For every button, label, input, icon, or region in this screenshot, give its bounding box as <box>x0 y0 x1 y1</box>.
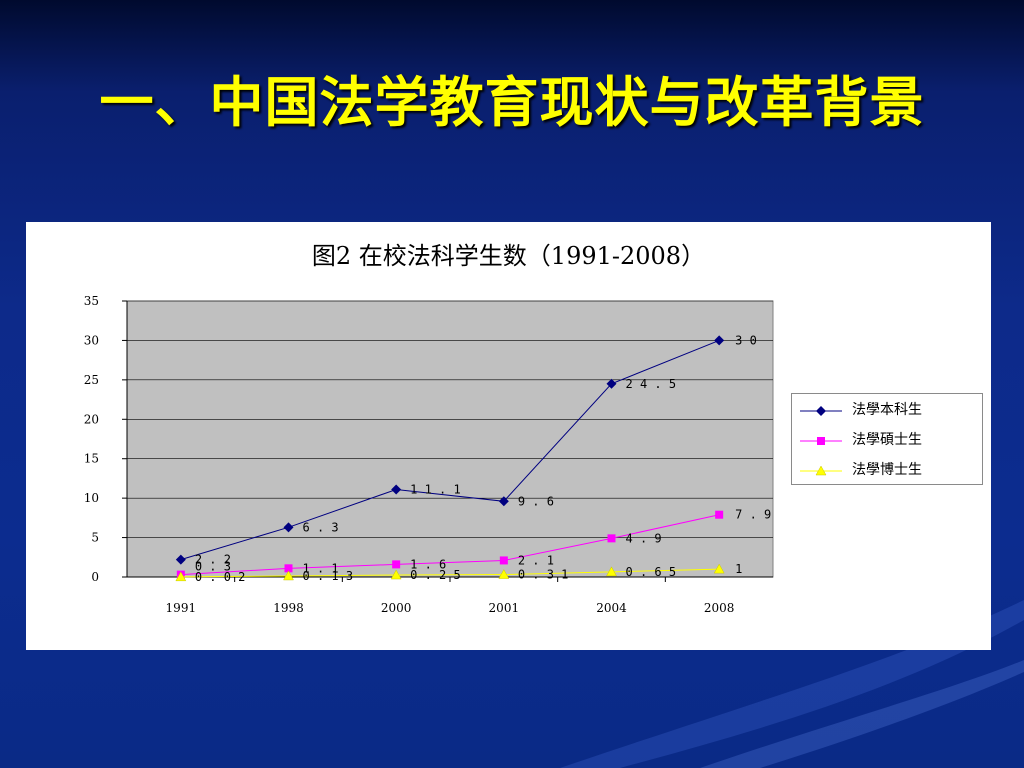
data-label: 4 . 9 <box>626 531 662 545</box>
plot-area <box>126 300 774 578</box>
data-label: 2 . 1 <box>518 553 554 567</box>
data-label: 7 . 9 <box>735 508 771 522</box>
data-point <box>606 566 617 577</box>
x-tick-label: 2004 <box>596 601 627 615</box>
data-label: 1 . 6 <box>410 557 446 571</box>
data-point <box>283 570 294 581</box>
data-label: 6 . 3 <box>303 520 339 534</box>
data-point <box>392 560 401 569</box>
line-chart: 0 5 10 15 20 25 30 35 1991 1998 2000 2001 2004 2008 2 … <box>84 294 774 615</box>
y-tick-label: 25 <box>84 373 99 387</box>
data-label: 2 . 2 <box>195 553 231 567</box>
data-label: 9 . 6 <box>518 494 554 508</box>
series-line-1 <box>180 514 720 576</box>
data-label: 1 <box>735 562 742 576</box>
x-tick-label: 2000 <box>381 601 412 615</box>
data-point <box>175 571 187 582</box>
data-point <box>714 335 725 346</box>
data-point <box>283 522 294 533</box>
x-tick-label: 1998 <box>273 601 304 615</box>
legend-item-undergrad: 法學本科生 <box>800 399 980 425</box>
x-tick-label: 2001 <box>489 601 520 615</box>
data-point <box>607 534 616 543</box>
chart-title: 图2 在校法科学生数（1991-2008） <box>311 242 706 270</box>
data-point <box>713 563 725 574</box>
series-line-2 <box>180 568 720 578</box>
data-point <box>390 569 402 580</box>
y-tick-label: 10 <box>84 491 99 505</box>
legend-label-undergrad: 法學本科生 <box>852 402 922 418</box>
legend-item-doctor: 法學博士生 <box>800 459 980 485</box>
data-point <box>391 484 402 495</box>
data-point <box>715 510 724 519</box>
data-label: 0 . 1 3 <box>303 569 354 583</box>
slide-title: 一、中国法学教育现状与改革背景 <box>99 71 925 134</box>
legend-marker-master <box>800 437 842 445</box>
data-label: 2 4 . 5 <box>626 377 677 391</box>
data-label: 0 . 6 5 <box>626 565 677 579</box>
data-label: 0 . 0 2 <box>195 570 246 584</box>
y-tick-label: 30 <box>84 333 99 347</box>
legend-item-master: 法學碩士生 <box>800 429 980 455</box>
legend-label-doctor: 法學博士生 <box>852 462 922 478</box>
chart-panel: 图2 在校法科学生数（1991-2008） 0 5 10 15 20 25 30 35 1991… <box>26 222 991 650</box>
y-tick-label: 5 <box>91 531 99 545</box>
data-label: 0 . 2 5 <box>410 568 461 582</box>
data-point <box>606 378 617 389</box>
legend-marker-undergrad <box>800 406 842 416</box>
y-tick-label: 0 <box>91 570 99 584</box>
legend-marker-doctor <box>800 465 842 476</box>
y-tick-label: 15 <box>84 452 99 466</box>
legend-label-master: 法學碩士生 <box>852 432 922 448</box>
data-label: 1 1 . 1 <box>410 482 461 496</box>
data-label: 3 0 <box>735 333 757 347</box>
data-label: 1 . 1 <box>303 561 339 575</box>
series-line-0 <box>180 339 720 561</box>
y-tick-label: 20 <box>84 412 99 426</box>
data-label: 0 . 3 1 <box>518 568 569 582</box>
data-point <box>284 564 293 573</box>
data-point <box>499 556 508 565</box>
data-label: 0 . 3 <box>195 560 231 574</box>
data-point <box>498 569 510 579</box>
y-tick-label: 35 <box>84 294 99 308</box>
data-point <box>498 496 509 507</box>
x-tick-label: 2008 <box>704 601 735 615</box>
chart-legend: 法學本科生 法學碩士生 法學博士生 <box>791 393 983 485</box>
x-tick-label: 1991 <box>166 601 197 615</box>
data-point <box>175 554 186 565</box>
